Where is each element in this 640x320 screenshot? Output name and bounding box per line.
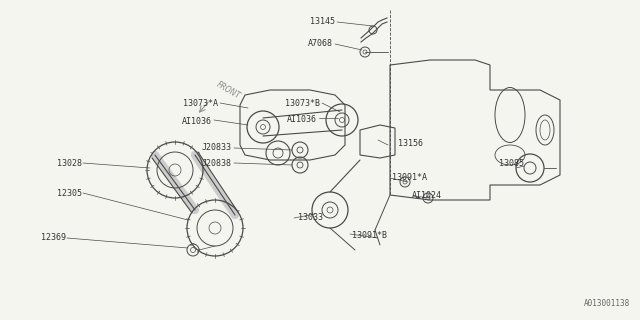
Text: FRONT: FRONT: [215, 80, 242, 100]
Text: 12369: 12369: [41, 234, 66, 243]
Text: AI1024: AI1024: [412, 191, 442, 201]
Text: 13073*A: 13073*A: [183, 99, 218, 108]
Text: A013001138: A013001138: [584, 299, 630, 308]
Text: 13085: 13085: [499, 159, 524, 169]
Text: 12305: 12305: [57, 188, 82, 197]
Text: A7068: A7068: [308, 39, 333, 49]
Text: J20833: J20833: [202, 143, 232, 153]
Text: 13156: 13156: [398, 139, 423, 148]
Text: 13033: 13033: [298, 213, 323, 222]
Text: 13091*B: 13091*B: [352, 231, 387, 241]
Text: 13145: 13145: [310, 18, 335, 27]
Text: J20838: J20838: [202, 158, 232, 167]
Text: AI1036: AI1036: [182, 117, 212, 126]
Text: 13028: 13028: [57, 158, 82, 167]
Text: AI1036: AI1036: [287, 116, 317, 124]
Text: 13091*A: 13091*A: [392, 173, 427, 182]
Text: 13073*B: 13073*B: [285, 99, 320, 108]
